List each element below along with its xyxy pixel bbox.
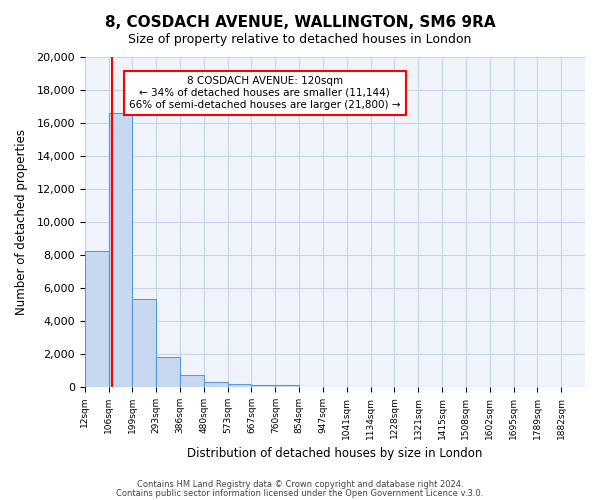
Bar [227, 384, 251, 387]
Bar [180, 376, 204, 387]
Text: Size of property relative to detached houses in London: Size of property relative to detached ho… [128, 32, 472, 46]
Text: 8, COSDACH AVENUE, WALLINGTON, SM6 9RA: 8, COSDACH AVENUE, WALLINGTON, SM6 9RA [104, 15, 496, 30]
X-axis label: Distribution of detached houses by size in London: Distribution of detached houses by size … [187, 447, 482, 460]
Bar [109, 112, 133, 387]
Bar [133, 300, 156, 387]
Bar [204, 382, 227, 387]
Text: Contains HM Land Registry data © Crown copyright and database right 2024.: Contains HM Land Registry data © Crown c… [137, 480, 463, 489]
Bar [85, 252, 109, 387]
Y-axis label: Number of detached properties: Number of detached properties [15, 128, 28, 314]
Text: Contains public sector information licensed under the Open Government Licence v.: Contains public sector information licen… [116, 488, 484, 498]
Bar [275, 385, 299, 387]
Text: 8 COSDACH AVENUE: 120sqm
← 34% of detached houses are smaller (11,144)
66% of se: 8 COSDACH AVENUE: 120sqm ← 34% of detach… [129, 76, 401, 110]
Bar [156, 357, 180, 387]
Bar [251, 385, 275, 387]
